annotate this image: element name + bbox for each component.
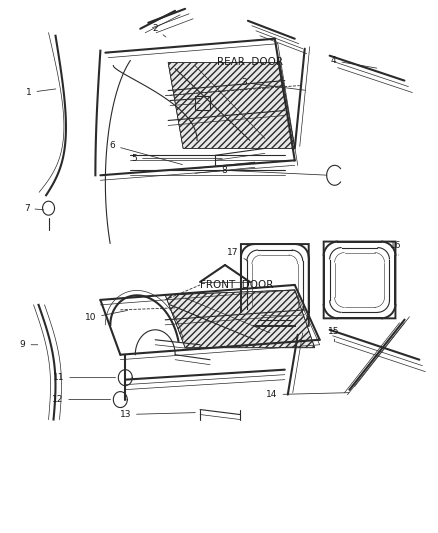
Text: FRONT  DOOR: FRONT DOOR — [200, 280, 273, 290]
Text: 9: 9 — [20, 340, 38, 349]
Text: 10: 10 — [85, 310, 127, 322]
Text: 3: 3 — [240, 78, 304, 90]
Text: 2: 2 — [152, 25, 166, 37]
Text: 13: 13 — [119, 410, 195, 419]
Text: 5: 5 — [131, 154, 222, 163]
Text: 11: 11 — [53, 373, 115, 382]
Text: 12: 12 — [52, 395, 110, 404]
Text: 4: 4 — [330, 56, 376, 68]
Polygon shape — [168, 63, 294, 148]
Text: 7: 7 — [24, 204, 44, 213]
Text: 1: 1 — [26, 88, 56, 97]
Text: 17: 17 — [227, 247, 247, 261]
Text: 6: 6 — [109, 141, 182, 165]
Text: REAR  DOOR: REAR DOOR — [217, 57, 283, 67]
Text: 14: 14 — [265, 390, 348, 399]
Polygon shape — [165, 290, 314, 348]
Text: 15: 15 — [327, 327, 339, 342]
Text: 16: 16 — [389, 240, 400, 255]
Text: 8: 8 — [221, 166, 326, 175]
